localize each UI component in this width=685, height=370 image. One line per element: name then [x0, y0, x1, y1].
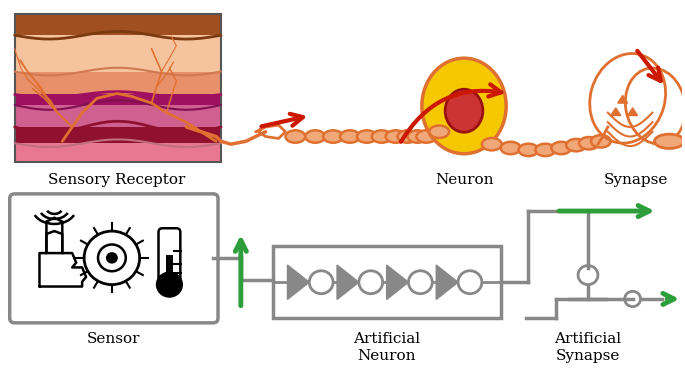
Text: Synapse: Synapse	[603, 173, 668, 187]
Circle shape	[359, 271, 383, 294]
Bar	[14, 35, 221, 75]
Ellipse shape	[386, 130, 406, 143]
Circle shape	[309, 271, 333, 294]
FancyBboxPatch shape	[10, 194, 218, 323]
Polygon shape	[47, 218, 62, 253]
Polygon shape	[627, 108, 638, 115]
Ellipse shape	[408, 130, 427, 143]
Ellipse shape	[519, 144, 538, 156]
Ellipse shape	[340, 130, 360, 143]
Polygon shape	[618, 95, 627, 103]
Circle shape	[458, 271, 482, 294]
Bar	[14, 71, 221, 98]
Ellipse shape	[566, 139, 586, 151]
Ellipse shape	[372, 130, 392, 143]
Ellipse shape	[501, 142, 521, 154]
FancyBboxPatch shape	[158, 228, 180, 284]
Ellipse shape	[286, 130, 306, 143]
Polygon shape	[611, 108, 621, 115]
Polygon shape	[288, 265, 309, 299]
Ellipse shape	[551, 142, 571, 154]
Bar	[14, 105, 221, 132]
Bar	[14, 94, 221, 108]
Ellipse shape	[397, 130, 417, 143]
Ellipse shape	[416, 130, 436, 143]
Text: Neuron: Neuron	[435, 173, 493, 187]
Text: Sensory Receptor: Sensory Receptor	[48, 173, 186, 187]
Text: Artificial
Neuron: Artificial Neuron	[353, 332, 420, 363]
Circle shape	[156, 272, 182, 297]
Circle shape	[408, 271, 432, 294]
Circle shape	[625, 291, 640, 307]
Ellipse shape	[445, 89, 483, 132]
Polygon shape	[436, 265, 458, 299]
Polygon shape	[386, 265, 408, 299]
Ellipse shape	[306, 130, 325, 143]
Bar	[14, 14, 221, 162]
Ellipse shape	[536, 144, 556, 156]
Circle shape	[98, 245, 126, 271]
Ellipse shape	[654, 134, 684, 148]
Ellipse shape	[429, 125, 449, 138]
Text: Artificial
Synapse: Artificial Synapse	[554, 332, 621, 363]
Ellipse shape	[422, 58, 506, 154]
Circle shape	[84, 231, 140, 285]
Bar	[273, 246, 501, 318]
Ellipse shape	[357, 130, 377, 143]
Text: Sensor: Sensor	[87, 332, 140, 346]
Ellipse shape	[591, 135, 611, 148]
Polygon shape	[337, 265, 359, 299]
Circle shape	[106, 252, 118, 263]
Ellipse shape	[323, 130, 343, 143]
Ellipse shape	[579, 137, 599, 149]
Circle shape	[578, 266, 598, 285]
Bar	[14, 14, 221, 41]
Bar	[14, 127, 221, 146]
Bar	[14, 143, 221, 162]
Ellipse shape	[482, 138, 501, 150]
